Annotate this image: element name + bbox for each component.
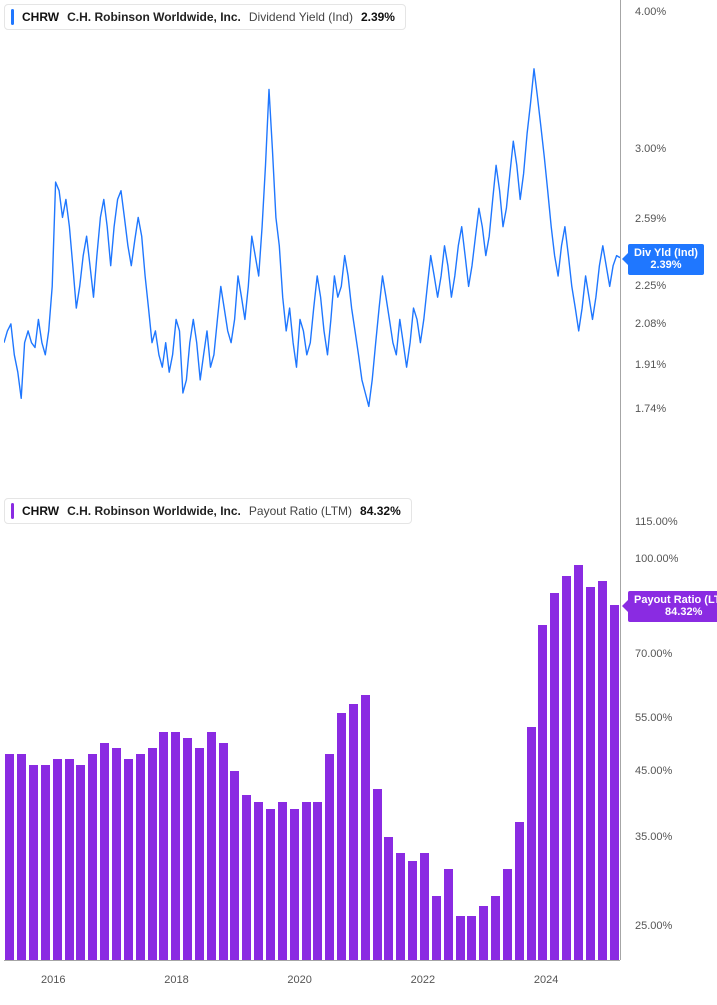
flag-label: Payout Ratio (LTM) [634,594,717,606]
payout-ratio-bar [76,765,85,960]
payout-ratio-bar [515,822,524,960]
payout-ratio-bar [586,587,595,960]
payout-ratio-bar [88,754,97,960]
payout-ratio-bar [148,748,157,960]
ytick-label: 55.00% [635,712,672,724]
payout-ratio-bar [302,802,311,960]
flag-label: Div Yld (Ind) [634,247,698,259]
ytick-label: 35.00% [635,831,672,843]
payout-ratio-bar [444,869,453,960]
payout-ratio-bar [313,802,322,960]
payout-ratio-bar [290,809,299,960]
payout-ratio-bar [503,869,512,960]
payout-ratio-bar [373,789,382,960]
xtick-label: 2024 [534,974,558,986]
payout-ratio-bar [159,732,168,960]
payout-ratio-flag: Payout Ratio (LTM) 84.32% [628,591,717,622]
payout-ratio-bar [112,748,121,960]
bottom-axis-line [4,960,620,961]
flag-value: 2.39% [650,259,681,271]
payout-ratio-bar [550,593,559,960]
payout-ratio-bar [41,765,50,960]
right-axis-line [620,0,621,960]
payout-ratio-bar [29,765,38,960]
payout-ratio-bar [266,809,275,960]
div-yield-line-chart [4,0,620,480]
ytick-label: 2.25% [635,280,666,292]
payout-ratio-bar [124,759,133,960]
payout-ratio-bar [230,771,239,960]
ytick-label: 4.00% [635,6,666,18]
xtick-label: 2018 [164,974,188,986]
ytick-label: 115.00% [635,516,678,528]
ytick-label: 1.74% [635,403,666,415]
payout-ratio-bar [195,748,204,960]
payout-ratio-bar [574,565,583,960]
payout-ratio-bar [491,896,500,960]
ytick-label: 1.91% [635,359,666,371]
payout-ratio-bar [396,853,405,960]
payout-ratio-bar [278,802,287,960]
payout-ratio-bar [384,837,393,960]
xtick-label: 2022 [411,974,435,986]
ytick-label: 25.00% [635,920,672,932]
payout-ratio-bar [361,695,370,960]
payout-ratio-bar [242,795,251,960]
ytick-label: 100.00% [635,553,678,565]
payout-ratio-bar [337,713,346,960]
payout-ratio-bar [538,625,547,960]
ytick-label: 2.08% [635,318,666,330]
payout-ratio-bar [610,605,619,960]
ytick-label: 2.59% [635,213,666,225]
payout-ratio-bar [349,704,358,960]
payout-ratio-bar [467,916,476,960]
payout-ratio-bar [136,754,145,960]
payout-ratio-bar [171,732,180,960]
payout-ratio-bar [456,916,465,960]
flag-value: 84.32% [665,606,702,618]
xtick-label: 2020 [287,974,311,986]
payout-ratio-bar [17,754,26,960]
payout-ratio-bar [598,581,607,960]
payout-ratio-bar [325,754,334,960]
ytick-label: 70.00% [635,648,672,660]
payout-ratio-bar [420,853,429,960]
payout-ratio-bar [100,743,109,960]
ytick-label: 3.00% [635,143,666,155]
page: { "layout": { "page_w": 717, "page_h": 1… [0,0,717,1005]
payout-ratio-bar-chart [4,490,620,960]
payout-ratio-bar [408,861,417,960]
payout-ratio-bar [219,743,228,960]
payout-ratio-bar [65,759,74,960]
payout-ratio-bar [254,802,263,960]
payout-ratio-bar [527,727,536,960]
payout-ratio-bar [562,576,571,960]
payout-ratio-bar [207,732,216,960]
payout-ratio-bar [479,906,488,960]
div-yield-flag: Div Yld (Ind) 2.39% [628,244,704,275]
payout-ratio-bar [432,896,441,960]
ytick-label: 45.00% [635,765,672,777]
xtick-label: 2016 [41,974,65,986]
div-yield-series-line [4,69,620,407]
payout-ratio-bar [53,759,62,960]
payout-ratio-bar [5,754,14,960]
payout-ratio-bar [183,738,192,960]
